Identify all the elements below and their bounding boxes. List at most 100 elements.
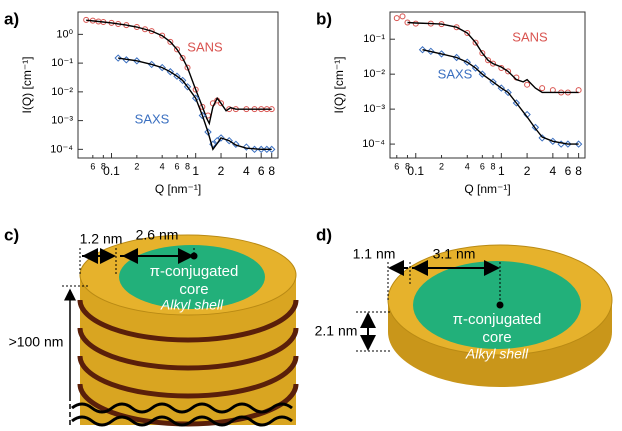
core	[119, 245, 265, 309]
core-label: π-conjugated	[453, 311, 542, 328]
data-point	[242, 143, 251, 151]
y-tick-label: 10⁻¹	[51, 57, 73, 69]
fit-line	[422, 49, 579, 145]
stack-gap	[77, 327, 299, 371]
series-label: SAXS	[438, 66, 473, 81]
data-point	[479, 50, 486, 57]
data-point	[226, 106, 233, 113]
series-label: SANS	[512, 29, 548, 44]
data-point	[179, 55, 186, 62]
diagram-d: d) 1.1 nm 3.1 nm 2.1 nm π-conjugated cor…	[315, 225, 613, 387]
panel-label: d)	[316, 225, 332, 244]
break-wave	[71, 402, 293, 427]
fit-line	[118, 57, 272, 151]
center-dot	[496, 301, 504, 309]
center-dot	[190, 252, 198, 260]
x-tick-label: 2	[439, 161, 444, 171]
data-point	[524, 81, 531, 88]
data-point	[183, 83, 192, 91]
panel-label: b)	[316, 9, 332, 28]
plot-frame	[77, 11, 279, 159]
series-label: SANS	[187, 39, 223, 54]
plot-frame	[389, 11, 586, 159]
data-point	[512, 99, 521, 107]
data-point	[204, 128, 212, 136]
data-point	[399, 13, 406, 20]
data-point	[114, 54, 122, 62]
x-tick-label: 6	[565, 164, 572, 178]
stack-gap	[77, 355, 299, 399]
x-tick-label: 8	[491, 161, 496, 171]
x-tick-label: 6	[90, 161, 95, 171]
y-axis-title: I(Q) [cm⁻¹]	[20, 57, 34, 114]
diagram-c: c) 1.2 nm 2.6 nm π-conjugated core Alkyl…	[4, 225, 299, 427]
data-point	[198, 111, 207, 120]
x-tick-label: 4	[243, 164, 250, 178]
x-tick-label: 2	[218, 164, 225, 178]
dim-label: 3.1 nm	[433, 246, 476, 262]
x-tick-label: 6	[394, 161, 399, 171]
data-point	[538, 134, 546, 142]
y-tick-label: 10⁻⁴	[362, 138, 385, 150]
data-point	[393, 15, 400, 22]
core-label: core	[482, 329, 511, 346]
y-tick-label: 10⁻¹	[363, 33, 385, 45]
chart: b)6 80.1 2 4 6 8 1 2 4 6 810⁻⁴10⁻³10⁻²10⁻¹Q [nm⁻¹]…	[316, 9, 586, 196]
x-tick-label: 4	[465, 161, 470, 171]
core-label: π-conjugated	[150, 263, 239, 280]
stack-gap	[77, 299, 299, 343]
x-tick-label: 4	[160, 161, 165, 171]
x-tick-label: 1	[498, 164, 505, 178]
data-point	[167, 38, 174, 45]
x-tick-label: 8	[405, 161, 410, 171]
data-point	[184, 64, 191, 71]
x-tick-label: 2	[134, 161, 139, 171]
y-tick-label: 10⁰	[56, 28, 73, 40]
panel-label: a)	[4, 9, 19, 28]
x-tick-label: 1	[192, 164, 199, 178]
y-tick-label: 10⁻³	[363, 103, 385, 115]
data-point	[159, 32, 166, 39]
data-point	[539, 85, 546, 92]
x-tick-label: 8	[268, 164, 275, 178]
x-tick-label: 0.1	[103, 164, 120, 178]
y-tick-label: 10⁻²	[363, 68, 385, 80]
x-tick-label: 6	[258, 164, 265, 178]
data-point	[472, 39, 479, 46]
data-point	[263, 145, 271, 154]
data-point	[505, 68, 512, 75]
dim-label: 1.1 nm	[353, 246, 396, 262]
data-point	[574, 140, 583, 148]
shell-label: Alkyl shell	[465, 346, 529, 362]
x-axis-title: Q [nm⁻¹]	[464, 182, 510, 196]
shell-label: Alkyl shell	[160, 297, 224, 313]
data-point	[418, 46, 427, 54]
y-axis-title: I(Q) [cm⁻¹]	[332, 57, 346, 114]
fit-line	[407, 21, 579, 94]
y-tick-label: 10⁻²	[51, 86, 73, 98]
data-point	[485, 57, 492, 64]
data-point	[464, 30, 471, 37]
dim-label: 2.1 nm	[315, 323, 358, 339]
data-point	[427, 47, 435, 56]
x-tick-label: 8	[575, 164, 582, 178]
x-tick-label: 8	[101, 161, 106, 171]
dim-label: 1.2 nm	[80, 231, 123, 247]
panel-label: c)	[4, 225, 19, 244]
x-tick-label: 4	[550, 164, 557, 178]
data-point	[199, 103, 206, 110]
y-tick-label: 10⁻³	[51, 115, 73, 127]
data-point	[268, 145, 276, 154]
x-tick-label: 8	[185, 161, 190, 171]
data-point	[217, 134, 225, 142]
data-point	[218, 100, 225, 107]
dim-label: 2.6 nm	[136, 227, 179, 243]
x-axis-title: Q [nm⁻¹]	[155, 182, 201, 196]
data-point	[192, 86, 199, 93]
core-label: core	[179, 281, 208, 298]
x-tick-label: 6	[480, 161, 485, 171]
y-tick-label: 10⁻⁴	[50, 143, 73, 155]
series-label: SAXS	[135, 111, 170, 126]
